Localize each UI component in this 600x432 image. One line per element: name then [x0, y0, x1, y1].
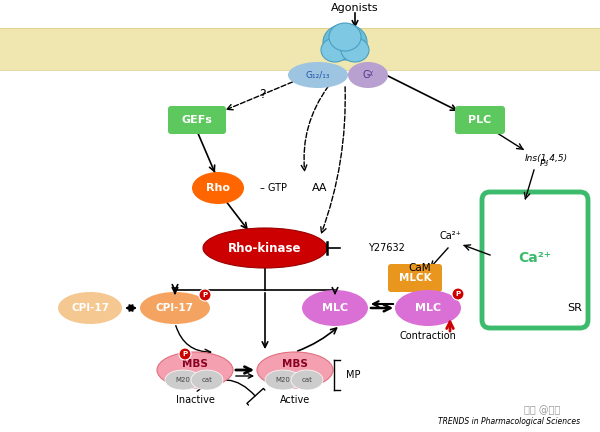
- Ellipse shape: [157, 352, 233, 388]
- Ellipse shape: [321, 38, 349, 62]
- Ellipse shape: [140, 292, 210, 324]
- Ellipse shape: [191, 370, 223, 390]
- Ellipse shape: [288, 62, 348, 88]
- Text: Active: Active: [280, 395, 310, 405]
- Text: PLC: PLC: [469, 115, 491, 125]
- Ellipse shape: [58, 292, 122, 324]
- Ellipse shape: [341, 38, 369, 62]
- Ellipse shape: [323, 24, 367, 60]
- Text: Rho-kinase: Rho-kinase: [228, 241, 302, 254]
- Ellipse shape: [257, 352, 333, 388]
- Text: Y27632: Y27632: [368, 243, 405, 253]
- Bar: [0, 28, 600, 70]
- Ellipse shape: [329, 23, 361, 51]
- Text: MLCK: MLCK: [398, 273, 431, 283]
- Ellipse shape: [192, 172, 244, 204]
- Text: Ca²⁺: Ca²⁺: [518, 251, 551, 265]
- FancyBboxPatch shape: [388, 264, 442, 292]
- Ellipse shape: [203, 228, 327, 268]
- Circle shape: [199, 289, 211, 301]
- Text: M20: M20: [275, 377, 290, 383]
- Text: MP: MP: [346, 370, 361, 380]
- Text: MBS: MBS: [282, 359, 308, 369]
- Text: MBS: MBS: [182, 359, 208, 369]
- Ellipse shape: [165, 370, 201, 390]
- Text: 知乎 @橙饵: 知乎 @橙饵: [524, 405, 560, 415]
- Circle shape: [179, 348, 191, 360]
- FancyBboxPatch shape: [482, 192, 588, 328]
- Text: SR: SR: [568, 303, 583, 313]
- Circle shape: [452, 288, 464, 300]
- Text: CPI-17: CPI-17: [156, 303, 194, 313]
- Text: P: P: [455, 291, 461, 297]
- Text: AA: AA: [312, 183, 328, 193]
- Text: MLC: MLC: [415, 303, 441, 313]
- Text: ?: ?: [259, 89, 265, 102]
- Text: Contraction: Contraction: [400, 331, 457, 341]
- Text: Inactive: Inactive: [176, 395, 214, 405]
- Text: Agonists: Agonists: [331, 3, 379, 13]
- Text: P: P: [202, 292, 208, 298]
- Text: GEFs: GEFs: [182, 115, 212, 125]
- Text: MLC: MLC: [322, 303, 348, 313]
- Ellipse shape: [348, 62, 388, 88]
- Text: cat: cat: [302, 377, 313, 383]
- Text: TRENDS in Pharmacological Sciences: TRENDS in Pharmacological Sciences: [438, 417, 580, 426]
- Ellipse shape: [395, 290, 461, 326]
- Text: Ins(1,4,5): Ins(1,4,5): [525, 153, 568, 162]
- Text: P: P: [182, 351, 188, 357]
- FancyBboxPatch shape: [168, 106, 226, 134]
- Text: Ca²⁺: Ca²⁺: [439, 231, 461, 241]
- Ellipse shape: [302, 290, 368, 326]
- FancyBboxPatch shape: [455, 106, 505, 134]
- Text: P₃: P₃: [540, 159, 549, 168]
- Text: Gᵡ: Gᵡ: [362, 70, 373, 80]
- Ellipse shape: [265, 370, 301, 390]
- Text: M20: M20: [176, 377, 190, 383]
- Text: CaM: CaM: [409, 263, 431, 273]
- Text: CPI-17: CPI-17: [71, 303, 109, 313]
- Text: Rho: Rho: [206, 183, 230, 193]
- Ellipse shape: [291, 370, 323, 390]
- Text: G₁₂/₁₃: G₁₂/₁₃: [306, 70, 330, 79]
- Text: cat: cat: [202, 377, 212, 383]
- Text: – GTP: – GTP: [260, 183, 287, 193]
